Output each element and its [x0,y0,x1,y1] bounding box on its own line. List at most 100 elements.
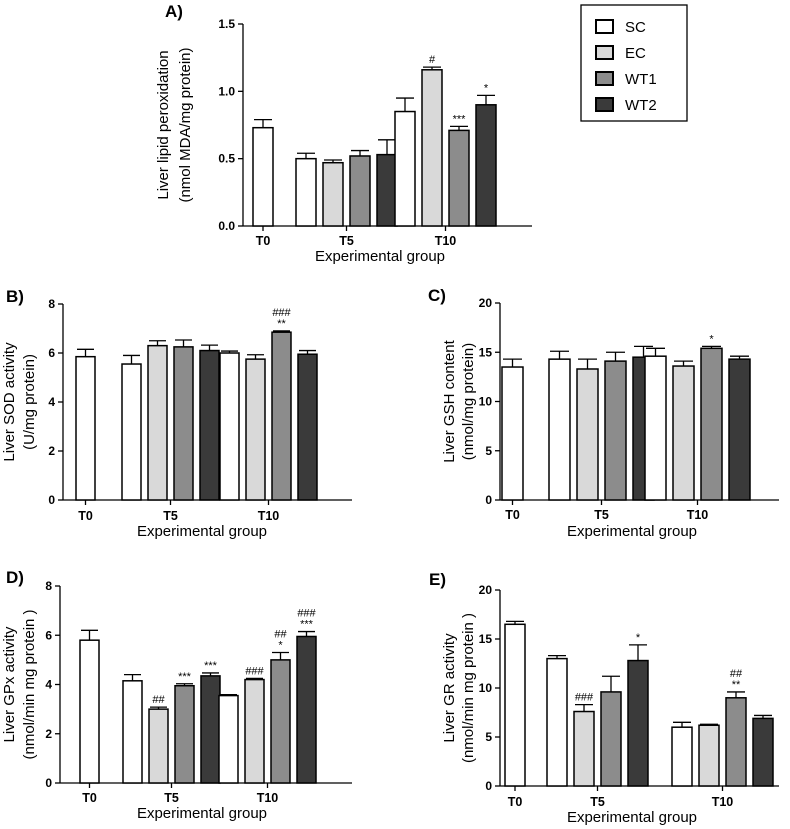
bar-wt2 [752,717,774,787]
y-tick-label: 15 [479,632,493,646]
y-tick-label: 1.5 [218,17,235,31]
panel-e: E) 0 5 10 15 20 Liver GR activity (nmol/min mg … [429,570,779,826]
y-tick-label: 0 [45,776,52,790]
bar-wt1 [448,129,470,227]
y-axis-title: (U/mg protein) [21,354,38,450]
panel-label: A) [165,2,183,21]
bar-ec [421,69,443,227]
y-axis-title: Liver GR activity [441,633,458,743]
significance-mark: ### [245,665,264,677]
bar-ec [147,344,168,501]
significance-mark: *** [453,113,467,125]
bar-ec [573,710,595,787]
y-axis-title: Liver lipid peroxidation [155,50,172,199]
y-tick-label: 0 [48,493,55,507]
legend: SC EC WT1 WT2 [580,4,688,122]
x-category-label: T5 [339,234,354,248]
bar-sc [546,657,568,787]
significance-mark: *** [300,619,314,631]
bar-wt2 [297,353,318,501]
x-category-label: T5 [164,791,179,805]
y-axis-title: (nmol/mg protein) [460,343,477,461]
y-tick-label: 1.0 [218,84,235,98]
x-axis-title: Experimental group [567,809,697,826]
bar-ec [698,724,720,787]
bar-wt1 [700,347,723,501]
x-category-label: T10 [258,509,280,523]
y-axis-title: Liver GSH content [441,339,458,462]
legend-label: EC [625,45,646,62]
bar-wt2 [296,635,317,784]
significance-mark: ** [732,679,741,691]
significance-mark: ## [274,628,287,640]
legend-label: WT2 [625,97,657,114]
panel-b: B) 0 2 4 6 8 Liver SOD activity (U/mg protein) E… [1,287,352,540]
bar-wt2 [627,659,649,787]
y-tick-label: 0.0 [218,219,235,233]
x-category-label: T10 [257,791,279,805]
y-tick-label: 5 [485,730,492,744]
x-category-label: T0 [256,234,271,248]
bar-ec [148,708,169,784]
x-category-label: T10 [687,508,709,522]
legend-swatch [595,19,614,34]
x-category-label: T0 [508,795,523,809]
legend-label: WT1 [625,71,657,88]
bar-sc [671,726,693,787]
x-axis-title: Experimental group [567,523,697,540]
bar-ec [672,365,695,501]
significance-mark: ### [575,692,594,704]
x-category-label: T5 [163,509,178,523]
y-tick-label: 6 [45,628,52,642]
x-category-label: T0 [78,509,93,523]
panel-d: D) 0 2 4 6 8 Liver GPx activity (nmol/min mg pr… [1,568,352,822]
significance-mark: *** [178,671,192,683]
panel-a: A) 0.0 0.5 1.0 1.5 Liver lipid peroxidation (n… [155,2,532,265]
y-tick-label: 10 [479,395,493,409]
bar-ec [244,678,265,784]
bar-sc [75,355,96,501]
x-category-label: T5 [590,795,605,809]
y-tick-label: 8 [45,579,52,593]
significance-mark: ### [272,307,291,319]
bar-sc [219,352,240,501]
significance-mark: ### [297,608,316,620]
bar-sc [121,363,142,501]
legend-swatch [595,45,614,60]
bar-wt1 [349,155,371,227]
panel-label: E) [429,570,446,589]
y-tick-label: 2 [48,444,55,458]
y-axis-title: Liver GPx activity [1,626,18,742]
y-tick-label: 2 [45,727,52,741]
panel-label: C) [428,286,446,305]
significance-mark: *** [204,660,218,672]
bar-sc [295,157,317,227]
y-tick-label: 0 [485,493,492,507]
y-tick-label: 15 [479,345,493,359]
significance-mark: * [484,82,489,94]
bar-wt1 [174,684,195,784]
bar-ec [322,161,344,227]
significance-mark: * [636,632,641,644]
panel-label: D) [6,568,24,587]
significance-mark: * [709,333,714,345]
bar-wt1 [600,691,622,787]
bar-wt1 [173,346,194,501]
legend-label: SC [625,19,646,36]
y-tick-label: 4 [45,678,52,692]
y-tick-label: 4 [48,395,55,409]
bar-sc [79,639,100,784]
y-tick-label: 20 [479,583,493,597]
bar-wt2 [728,358,751,501]
x-category-label: T0 [82,791,97,805]
significance-mark: ** [277,318,286,330]
y-tick-label: 8 [48,297,55,311]
x-category-label: T5 [594,508,609,522]
bar-sc [501,366,524,501]
bar-sc [548,358,571,501]
y-tick-label: 0.5 [218,152,235,166]
x-category-label: T10 [712,795,734,809]
bar-wt1 [725,697,747,787]
legend-swatch [595,71,614,86]
